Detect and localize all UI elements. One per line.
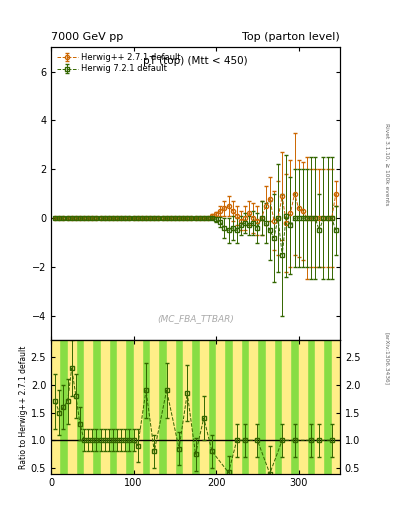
Bar	[167, 340, 175, 474]
Text: Rivet 3.1.10, ≥ 100k events: Rivet 3.1.10, ≥ 100k events	[385, 122, 389, 205]
Legend: Herwig++ 2.7.1 default, Herwig 7.2.1 default: Herwig++ 2.7.1 default, Herwig 7.2.1 def…	[55, 51, 182, 75]
Bar	[216, 340, 224, 474]
Bar	[233, 340, 241, 474]
Text: 7000 GeV pp: 7000 GeV pp	[51, 32, 123, 42]
Bar	[282, 340, 290, 474]
Y-axis label: Ratio to Herwig++ 2.7.1 default: Ratio to Herwig++ 2.7.1 default	[19, 345, 28, 468]
Bar	[101, 340, 109, 474]
Bar	[84, 340, 92, 474]
Text: [arXiv:1306.3436]: [arXiv:1306.3436]	[385, 332, 389, 385]
Bar	[150, 340, 158, 474]
Bar	[200, 340, 208, 474]
Bar	[117, 340, 125, 474]
Text: pT (top) (Mtt < 450): pT (top) (Mtt < 450)	[143, 56, 248, 66]
Bar	[51, 340, 59, 474]
Bar	[249, 340, 257, 474]
Text: Top (parton level): Top (parton level)	[242, 32, 340, 42]
Bar	[266, 340, 274, 474]
Bar	[183, 340, 191, 474]
Bar	[299, 340, 307, 474]
Bar	[315, 340, 323, 474]
Bar	[68, 340, 76, 474]
Bar	[332, 340, 340, 474]
Text: (MC_FBA_TTBAR): (MC_FBA_TTBAR)	[157, 314, 234, 323]
Bar	[134, 340, 142, 474]
